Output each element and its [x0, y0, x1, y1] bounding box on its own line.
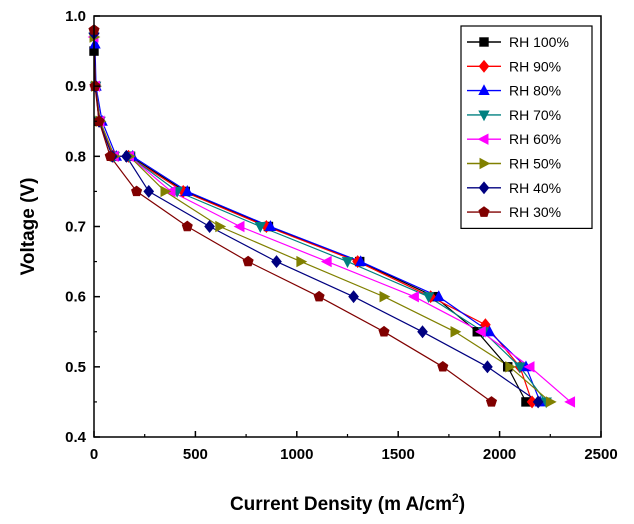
x-axis-title: Current Density (m A/cm2): [230, 491, 465, 515]
y-tick-label: 0.8: [65, 148, 86, 165]
y-tick-label: 0.4: [65, 429, 87, 446]
legend-label: RH 60%: [509, 131, 561, 147]
legend-box: [460, 25, 593, 229]
y-axis-ticks: 0.4 0.5 0.6 0.7 0.8 0.9 1.0: [65, 8, 100, 446]
y-tick-label: 0.6: [65, 289, 86, 306]
x-tick-label: 1500: [382, 446, 415, 463]
data-point: [433, 290, 445, 302]
data-point: [296, 255, 308, 268]
legend-swatch-marker: [478, 59, 490, 73]
data-point: [545, 396, 557, 408]
data-point: [474, 326, 486, 338]
data-point: [204, 220, 215, 233]
data-point: [131, 185, 143, 197]
data-point: [422, 292, 435, 304]
x-tick-label: 500: [183, 446, 208, 463]
x-tick-label: 0: [90, 446, 98, 463]
y-axis-title: Voltage (V): [18, 178, 39, 276]
x-axis-title-main: Current Density (m A/cm: [230, 494, 452, 515]
legend-label: RH 100%: [509, 34, 569, 50]
data-point: [523, 361, 535, 373]
x-axis-ticks: 0 500 1000 1500 2000 2500: [90, 431, 618, 463]
data-point: [450, 326, 462, 338]
data-point: [354, 255, 367, 267]
legend-swatch-marker: [477, 133, 489, 145]
legend-label: RH 40%: [509, 180, 561, 196]
legend-label: RH 70%: [509, 107, 561, 123]
data-point: [505, 361, 517, 373]
legend-label: RH 80%: [509, 83, 561, 99]
legend-swatch-marker: [479, 37, 489, 47]
data-point: [348, 290, 359, 304]
data-point: [378, 325, 390, 337]
legend-label: RH 30%: [509, 204, 561, 220]
data-point: [89, 37, 101, 49]
data-point: [341, 257, 354, 268]
data-point: [482, 360, 493, 374]
series-line: [93, 29, 492, 403]
data-point: [408, 290, 419, 303]
y-tick-label: 0.5: [65, 359, 86, 376]
legend-swatch-marker: [478, 84, 490, 96]
series-line: [94, 44, 541, 403]
legend-swatch-marker: [479, 157, 491, 170]
legend-swatch-marker: [478, 181, 490, 195]
data-point: [233, 220, 245, 233]
data-point: [242, 255, 254, 267]
data-point: [104, 150, 116, 162]
data-point: [143, 184, 155, 198]
data-point: [264, 220, 277, 231]
legend-label: RH 90%: [509, 58, 561, 74]
data-point: [532, 395, 544, 409]
data-point: [181, 185, 193, 196]
data-point: [417, 325, 428, 339]
series-markers: [87, 24, 576, 409]
data-point: [313, 290, 325, 302]
data-point: [160, 185, 172, 198]
x-tick-label: 1000: [280, 446, 313, 463]
data-point: [254, 222, 266, 233]
y-tick-label: 1.0: [65, 8, 86, 25]
legend-swatch-marker: [478, 206, 490, 217]
data-point: [485, 396, 498, 407]
data-point: [514, 362, 526, 374]
x-tick-label: 2000: [483, 446, 516, 463]
x-axis-title-close: ): [459, 494, 465, 515]
data-point: [181, 220, 193, 232]
data-point: [271, 255, 282, 269]
data-point: [564, 396, 576, 408]
x-tick-label: 2500: [584, 446, 617, 463]
legend: RH 100% RH 90% RH 80% RH 70% RH 60% RH 50% RH …: [460, 25, 593, 229]
data-point: [379, 290, 391, 303]
y-tick-label: 0.9: [65, 78, 86, 95]
data-point: [320, 255, 332, 268]
x-axis-title-superscript: 2: [452, 491, 459, 505]
y-tick-label: 0.7: [65, 219, 86, 236]
legend-label: RH 50%: [509, 156, 561, 172]
legend-swatch-marker: [478, 110, 490, 122]
data-point: [215, 220, 227, 233]
data-point: [437, 361, 449, 372]
data-point: [121, 149, 132, 163]
